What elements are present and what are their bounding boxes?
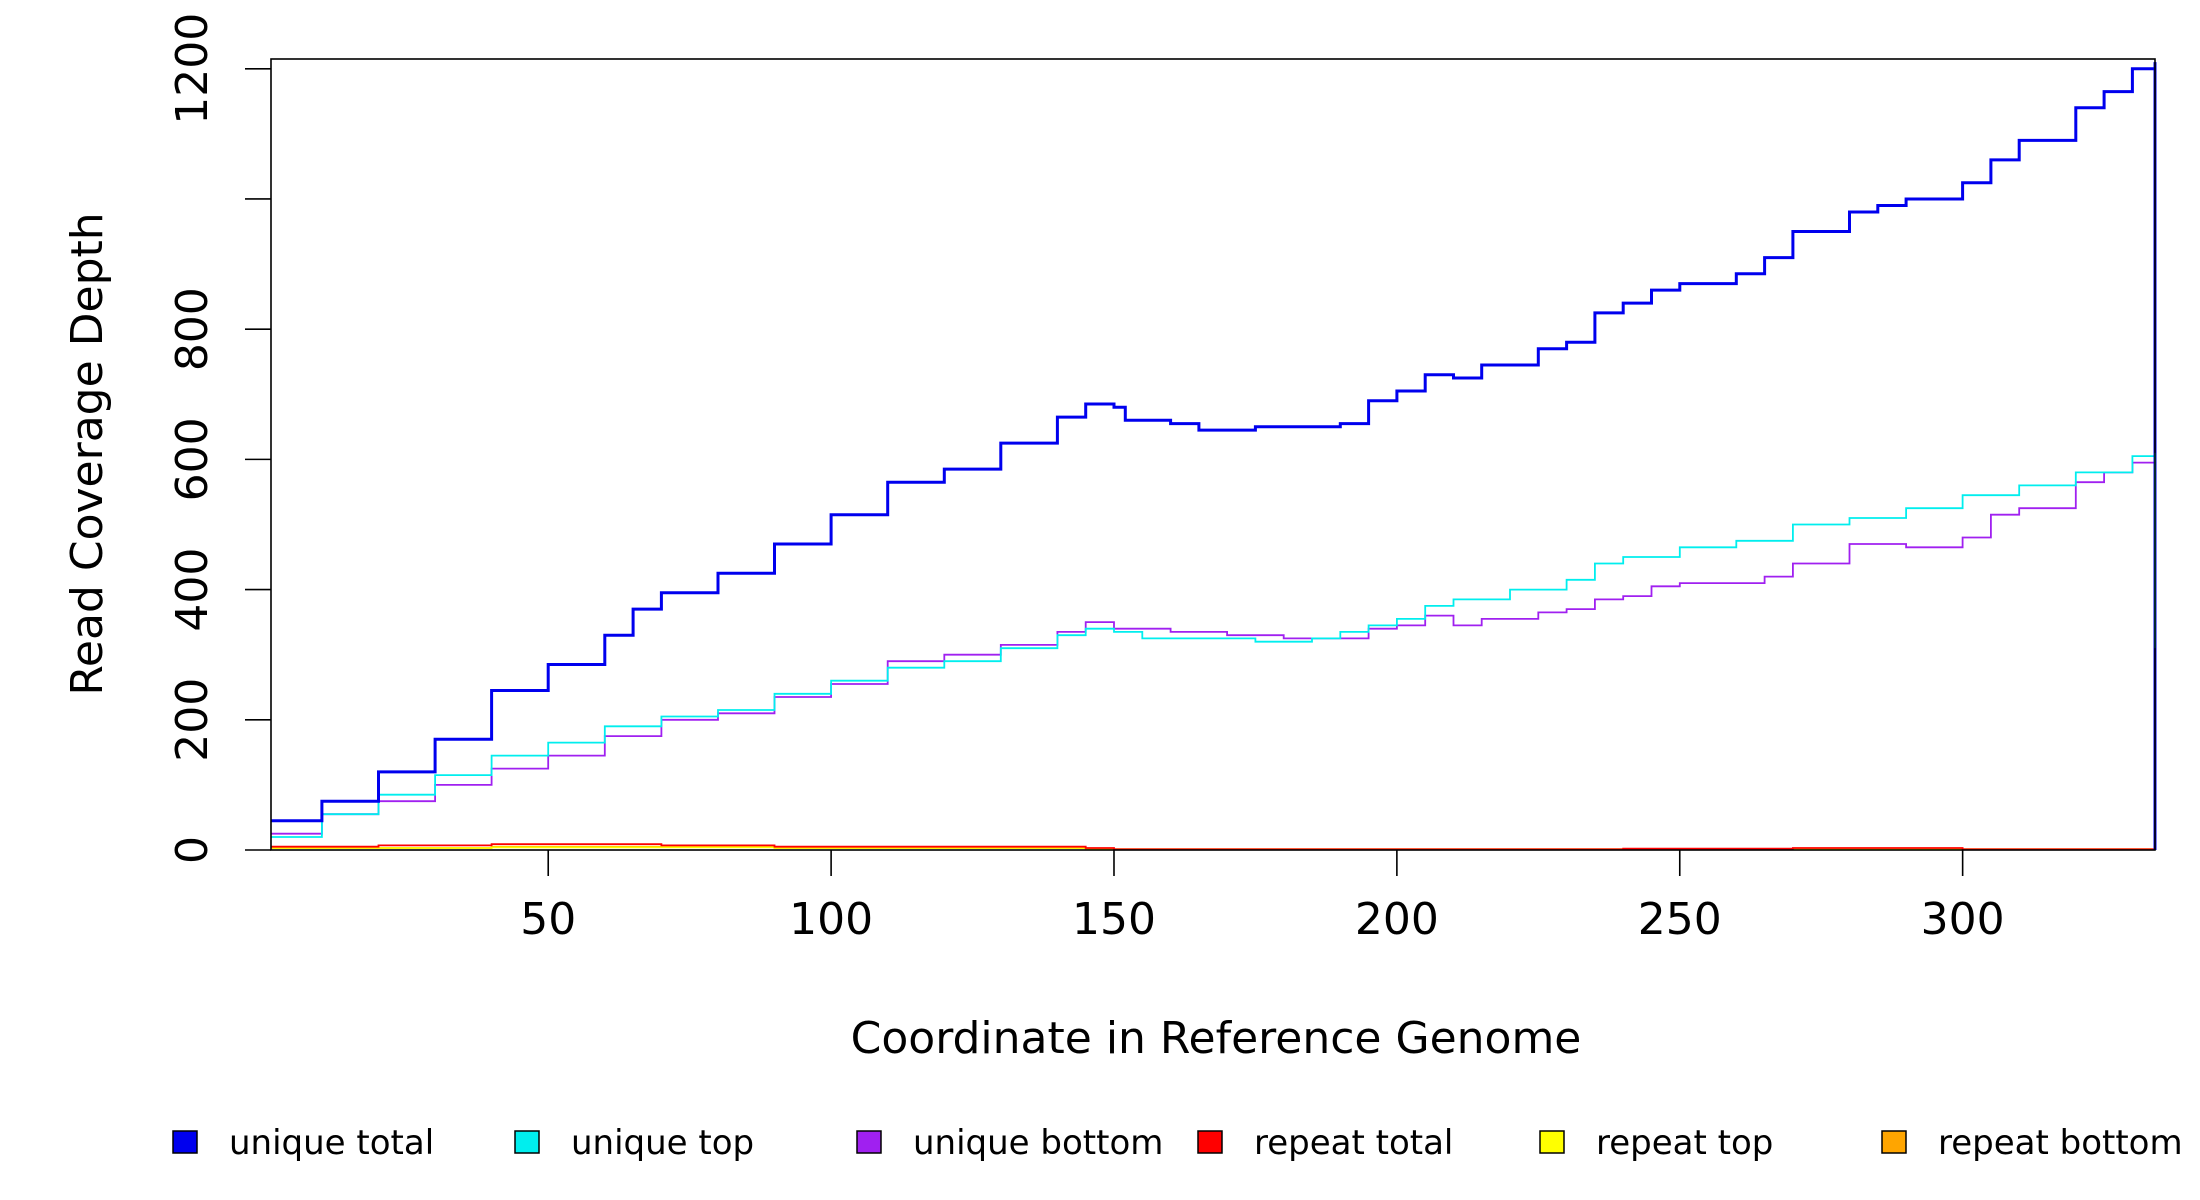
x-axis: 50 100 150 200 250 300 — [520, 850, 2005, 945]
legend-swatch-unique-top — [514, 1130, 540, 1154]
x-tick-label-300: 300 — [1921, 894, 2005, 945]
y-axis: 0 200 400 600 800 1200 — [167, 13, 271, 864]
y-tick-label-600: 600 — [167, 417, 218, 501]
legend-swatch-unique-total — [172, 1130, 198, 1154]
legend-label-repeat-total: repeat total — [1254, 1123, 1453, 1163]
x-tick-label-50: 50 — [520, 894, 576, 945]
series-layer — [271, 62, 2157, 851]
legend-swatch-unique-bottom — [856, 1130, 882, 1154]
legend-swatch-repeat-total — [1197, 1130, 1223, 1154]
series-line-unique-top — [271, 452, 2156, 838]
x-tick-label-200: 200 — [1355, 894, 1439, 945]
x-axis-title: Coordinate in Reference Genome — [851, 1013, 1582, 1064]
x-tick-label-150: 150 — [1072, 894, 1156, 945]
series-line-repeat-total — [271, 843, 2155, 851]
legend-label-unique-total: unique total — [229, 1123, 434, 1163]
y-tick-label-0: 0 — [167, 836, 218, 864]
legend-label-unique-bottom: unique bottom — [913, 1123, 1163, 1163]
legend-swatch-repeat-top — [1539, 1130, 1565, 1154]
y-tick-label-1200: 1200 — [167, 13, 218, 125]
x-tick-label-250: 250 — [1638, 894, 1722, 945]
y-tick-label-400: 400 — [167, 548, 218, 632]
series-line-unique-total — [271, 62, 2157, 823]
series-line-unique-bottom — [271, 456, 2156, 835]
y-tick-label-200: 200 — [167, 678, 218, 762]
legend: unique total unique top unique bottom repea… — [172, 1123, 2183, 1163]
legend-label-unique-top: unique top — [571, 1123, 754, 1163]
series-line-repeat-top — [271, 846, 2155, 851]
legend-label-repeat-bottom: repeat bottom — [1938, 1123, 2183, 1163]
legend-swatch-repeat-bottom — [1881, 1130, 1907, 1154]
legend-label-repeat-top: repeat top — [1596, 1123, 1773, 1163]
y-tick-label-800: 800 — [167, 287, 218, 371]
x-tick-label-100: 100 — [789, 894, 873, 945]
y-axis-title: Read Coverage Depth — [62, 212, 113, 695]
plot-frame — [270, 58, 2156, 851]
